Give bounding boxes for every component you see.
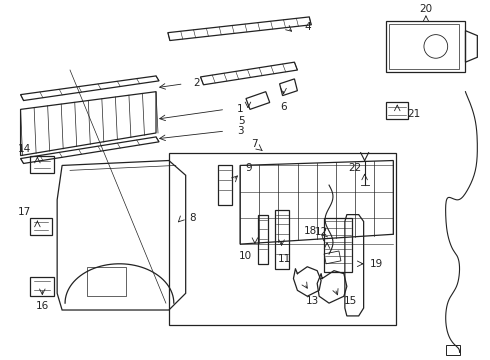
Bar (387, 102, 408, 119)
Bar (324, 217, 352, 272)
Text: 4: 4 (304, 22, 311, 32)
Text: 1: 1 (237, 104, 244, 114)
Text: 17: 17 (18, 207, 31, 217)
Text: 9: 9 (245, 163, 252, 174)
Text: 20: 20 (419, 4, 433, 14)
Text: 12: 12 (315, 227, 328, 237)
Text: 16: 16 (36, 301, 49, 311)
Bar (169, 153, 396, 325)
Text: 10: 10 (239, 251, 251, 261)
Text: 22: 22 (348, 163, 361, 174)
Text: 19: 19 (370, 259, 383, 269)
Text: 11: 11 (278, 254, 291, 264)
Text: 2: 2 (193, 78, 200, 88)
Bar (30, 276, 54, 296)
Text: 21: 21 (408, 109, 421, 119)
Bar (30, 156, 54, 173)
Bar (30, 217, 52, 235)
Bar (390, 24, 459, 69)
Text: 7: 7 (251, 139, 258, 149)
Text: 18: 18 (304, 226, 317, 236)
Text: 15: 15 (344, 296, 357, 306)
Text: 8: 8 (189, 212, 196, 222)
Text: 14: 14 (18, 144, 31, 154)
Text: 13: 13 (306, 296, 319, 306)
Text: 5: 5 (238, 116, 245, 126)
Bar (446, 346, 460, 355)
Text: 3: 3 (237, 126, 244, 136)
Bar (387, 21, 466, 72)
Text: 6: 6 (280, 102, 287, 112)
